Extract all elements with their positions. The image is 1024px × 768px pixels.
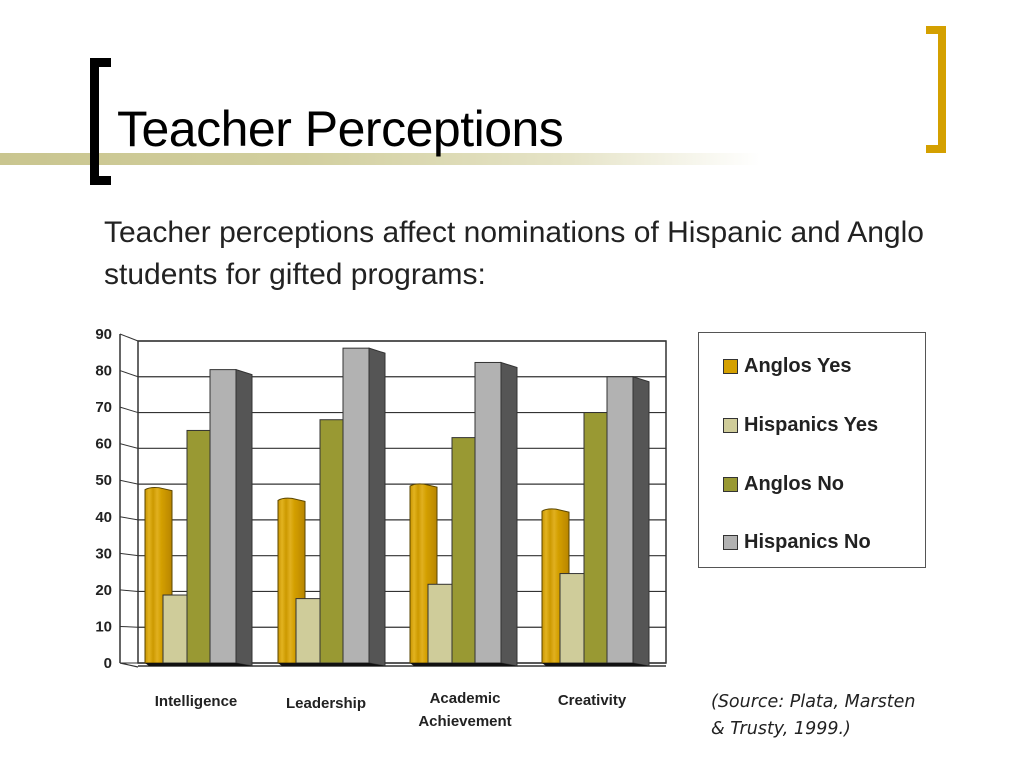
bar-hispanics-yes <box>162 594 188 664</box>
bar-group-intelligence <box>144 368 253 667</box>
y-tick-label: 60 <box>95 436 112 453</box>
y-tick-label: 50 <box>95 472 112 489</box>
legend-label: Hispanics Yes <box>744 414 879 436</box>
legend-item-anglos-no: Anglos No <box>723 473 844 496</box>
left-bracket-decoration <box>90 58 111 185</box>
bar-hispanics-no <box>342 347 370 664</box>
chart-legend: Anglos Yes Hispanics Yes Anglos No Hispanic… <box>698 332 926 568</box>
legend-label: Anglos No <box>744 473 844 495</box>
y-tick-label: 10 <box>95 618 112 635</box>
legend-item-anglos-yes: Anglos Yes <box>723 355 851 378</box>
y-tick-label: 80 <box>95 363 112 380</box>
legend-item-hispanics-no: Hispanics No <box>723 531 871 554</box>
source-citation: (Source: Plata, Marsten & Trusty, 1999.) <box>711 689 915 743</box>
x-category-label: Leadership <box>285 695 367 712</box>
axis-tick <box>119 516 139 521</box>
source-line-1: (Source: Plata, Marsten <box>711 692 916 712</box>
bar-anglos-no <box>186 429 211 664</box>
axis-tick <box>119 333 139 342</box>
y-tick-label: 70 <box>95 399 112 416</box>
bar-anglos-no <box>451 437 476 664</box>
y-tick-label: 90 <box>95 326 112 343</box>
bar-anglos-no <box>319 419 344 664</box>
axis-tick <box>119 370 139 378</box>
y-tick-label: 40 <box>95 509 112 526</box>
axis-tick <box>119 479 139 485</box>
legend-swatch <box>723 535 738 550</box>
axis-tick <box>119 552 139 557</box>
x-category-label: Academic Achievement <box>418 690 512 730</box>
legend-item-hispanics-yes: Hispanics Yes <box>723 414 878 437</box>
bar-hispanics-no <box>209 369 237 664</box>
x-category-label: Creativity <box>557 692 627 709</box>
bar-side-face <box>632 376 650 667</box>
bar-hispanics-no <box>606 376 634 664</box>
slide-title: Teacher Perceptions <box>117 101 564 157</box>
bar-side-face <box>235 368 253 667</box>
title-underline-stripe <box>0 153 760 165</box>
y-tick-label: 30 <box>95 545 112 562</box>
plot-area-frame <box>137 340 667 664</box>
bar-side-face <box>500 361 518 667</box>
bar-hispanics-no <box>474 361 502 664</box>
legend-label: Anglos Yes <box>744 355 852 377</box>
y-tick-label: 0 <box>104 655 112 672</box>
axis-tick <box>119 443 139 449</box>
bar-anglos-no <box>583 412 608 664</box>
bar-base-shadow <box>145 663 252 666</box>
x-category-label: Intelligence <box>154 693 238 710</box>
axis-tick <box>119 589 139 592</box>
bar-base-shadow <box>410 663 517 666</box>
bar-base-shadow <box>542 663 649 666</box>
bar-group-leadership <box>277 347 386 667</box>
legend-swatch <box>723 359 738 374</box>
bar-group-creativity <box>541 376 650 667</box>
legend-swatch <box>723 477 738 492</box>
source-line-2: & Trusty, 1999.) <box>711 719 851 739</box>
bar-hispanics-yes <box>427 583 453 664</box>
slide-subtitle: Teacher perceptions affect nominations o… <box>104 216 924 291</box>
axis-tick <box>119 625 139 628</box>
bar-base-shadow <box>278 663 385 666</box>
legend-swatch <box>723 418 738 433</box>
right-bracket-decoration <box>926 26 946 153</box>
y-tick-label: 20 <box>95 582 112 599</box>
legend-label: Hispanics No <box>744 531 871 553</box>
bar-hispanics-yes <box>295 598 321 664</box>
bar-group-academic-achievement <box>409 361 518 667</box>
bar-side-face <box>368 347 386 667</box>
bar-hispanics-yes <box>559 573 585 664</box>
axis-tick <box>119 406 139 414</box>
